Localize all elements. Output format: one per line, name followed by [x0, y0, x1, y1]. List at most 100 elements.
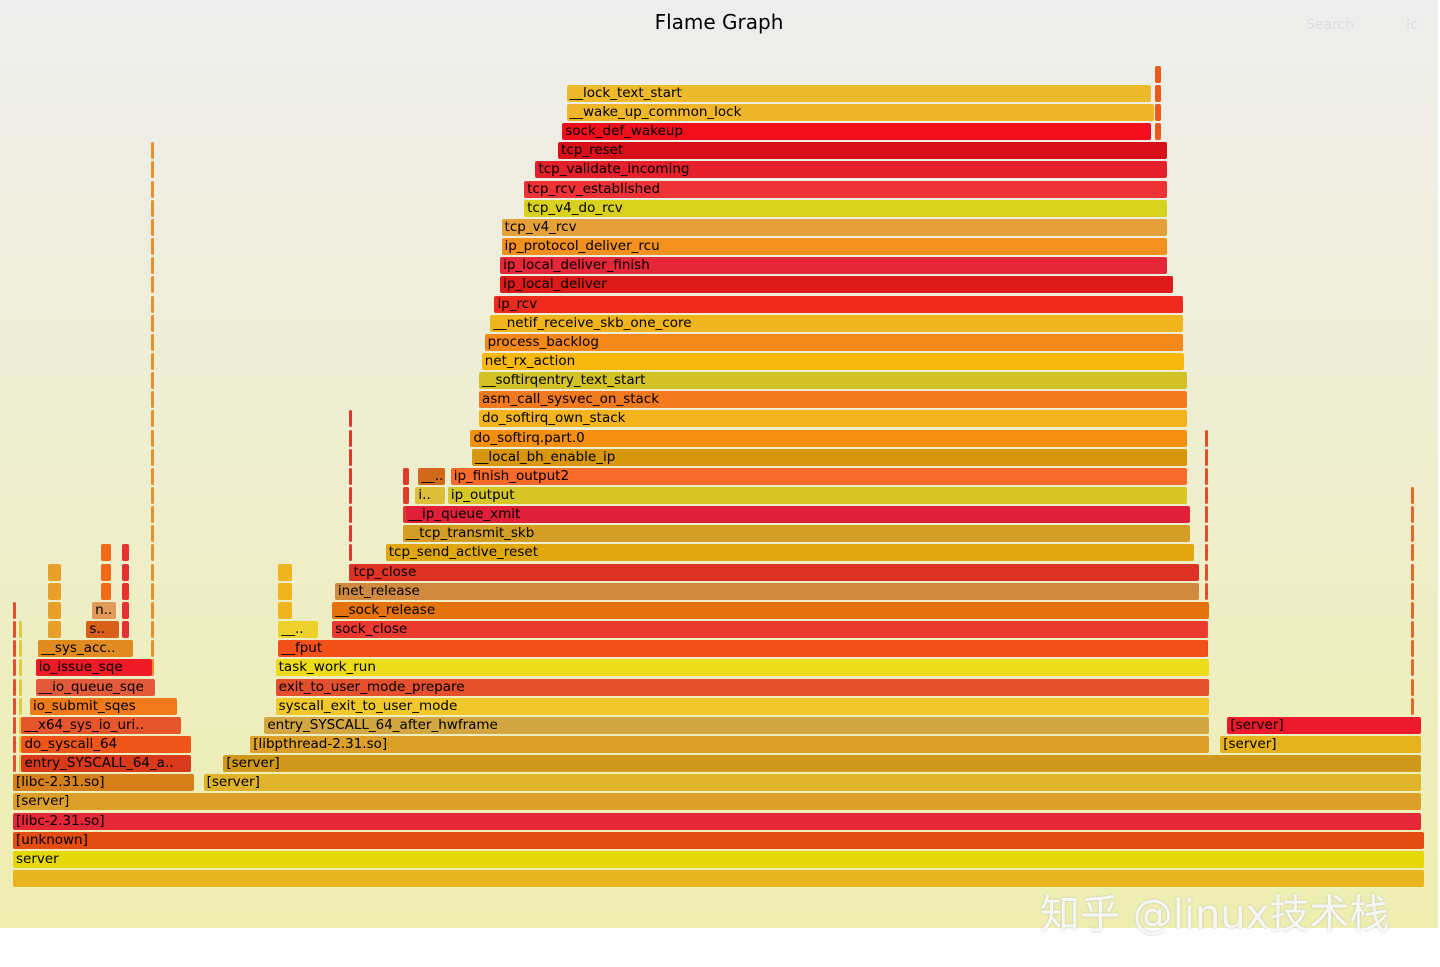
- flame-frame-small[interactable]: [151, 161, 155, 179]
- search-button[interactable]: Search: [1306, 17, 1355, 33]
- flame-frame[interactable]: [13, 870, 1424, 887]
- flame-frame-small[interactable]: [1155, 84, 1162, 102]
- flame-frame-small[interactable]: [13, 640, 16, 658]
- flame-frame-small[interactable]: [18, 640, 22, 658]
- flame-frame-small[interactable]: [13, 659, 16, 677]
- flame-frame-small[interactable]: [1410, 525, 1415, 543]
- flame-frame-small[interactable]: [18, 716, 22, 734]
- flame-frame[interactable]: syscall_exit_to_user_mode: [275, 697, 1210, 715]
- flame-frame[interactable]: __ip_queue_xmit: [405, 506, 1190, 524]
- flame-frame-small[interactable]: [1410, 563, 1415, 581]
- flame-frame-small[interactable]: [151, 391, 155, 409]
- flame-frame-small[interactable]: [151, 448, 155, 466]
- flame-frame-small[interactable]: [121, 621, 130, 639]
- flame-frame-small[interactable]: [151, 525, 155, 543]
- flame-frame-small[interactable]: [151, 544, 155, 562]
- flame-frame-small[interactable]: [349, 544, 353, 562]
- flame-frame[interactable]: sock_close: [332, 621, 1207, 639]
- flame-frame-small[interactable]: [48, 601, 62, 619]
- flame-frame-small[interactable]: [402, 467, 409, 485]
- flame-frame-small[interactable]: [151, 238, 155, 256]
- flame-frame[interactable]: __lock_text_start: [566, 84, 1152, 102]
- flame-frame[interactable]: exit_to_user_mode_prepare: [275, 678, 1210, 696]
- flame-frame-small[interactable]: [1155, 104, 1162, 121]
- flame-frame[interactable]: __netif_receive_skb_one_core: [490, 314, 1183, 332]
- flame-frame[interactable]: __x64_sys_io_uri..: [21, 716, 182, 734]
- flame-frame-small[interactable]: [121, 563, 130, 581]
- flame-frame[interactable]: do_syscall_64: [21, 735, 192, 753]
- flame-frame-small[interactable]: [18, 678, 22, 696]
- flame-frame-small[interactable]: [349, 487, 353, 504]
- flame-frame-small[interactable]: [1204, 487, 1208, 504]
- flame-frame[interactable]: io_issue_sqe: [35, 659, 152, 677]
- flame-frame-small[interactable]: [349, 525, 353, 543]
- ignore-case-button[interactable]: Ic: [1406, 17, 1418, 33]
- flame-frame-small[interactable]: [151, 257, 155, 275]
- flame-frame-small[interactable]: [151, 333, 155, 351]
- flame-frame-small[interactable]: [1410, 640, 1415, 658]
- flame-frame-small[interactable]: [121, 601, 130, 619]
- flame-frame-small[interactable]: [1204, 544, 1208, 562]
- flame-frame-small[interactable]: [1410, 601, 1415, 619]
- flame-frame-small[interactable]: [278, 601, 292, 619]
- flame-frame-small[interactable]: [151, 314, 155, 332]
- flame-frame-small[interactable]: [151, 601, 155, 619]
- flame-frame-small[interactable]: [151, 180, 155, 198]
- flame-frame[interactable]: [server]: [13, 793, 1422, 811]
- flame-frame[interactable]: tcp_v4_rcv: [501, 218, 1167, 236]
- flame-frame[interactable]: tcp_reset: [558, 142, 1167, 160]
- flame-frame-small[interactable]: [349, 410, 353, 428]
- flame-frame-small[interactable]: [13, 735, 16, 753]
- flame-frame-small[interactable]: [13, 755, 16, 773]
- flame-frame-small[interactable]: [1204, 467, 1208, 485]
- flame-frame[interactable]: entry_SYSCALL_64_a..: [21, 755, 192, 773]
- flame-frame[interactable]: ip_rcv: [494, 295, 1183, 313]
- flame-frame-small[interactable]: [151, 199, 155, 217]
- flame-frame[interactable]: ip_protocol_deliver_rcu: [501, 238, 1167, 256]
- flame-frame-small[interactable]: [151, 142, 155, 160]
- flame-frame[interactable]: asm_call_sysvec_on_stack: [478, 391, 1187, 409]
- flame-frame-small[interactable]: [13, 716, 16, 734]
- flame-frame-small[interactable]: [1204, 563, 1208, 581]
- flame-frame-small[interactable]: [349, 429, 353, 447]
- flame-frame[interactable]: net_rx_action: [481, 352, 1184, 370]
- flame-frame-small[interactable]: [278, 563, 292, 581]
- flame-frame-small[interactable]: [13, 601, 16, 619]
- flame-frame[interactable]: [server]: [223, 755, 1422, 773]
- flame-frame-small[interactable]: [13, 697, 16, 715]
- flame-frame[interactable]: do_softirq.part.0: [470, 429, 1187, 447]
- flame-frame-small[interactable]: [1410, 659, 1415, 677]
- flame-frame-small[interactable]: [1410, 678, 1415, 696]
- flame-frame-small[interactable]: [100, 544, 111, 562]
- flame-frame[interactable]: __softirqentry_text_start: [478, 372, 1187, 390]
- flame-frame[interactable]: tcp_v4_do_rcv: [524, 199, 1167, 217]
- flame-frame-small[interactable]: [18, 697, 22, 715]
- flame-frame[interactable]: [server]: [1227, 716, 1422, 734]
- flame-frame[interactable]: __io_queue_sqe: [35, 678, 155, 696]
- flame-frame[interactable]: inet_release: [334, 582, 1200, 600]
- flame-frame[interactable]: ip_finish_output2: [450, 467, 1187, 485]
- flame-frame-small[interactable]: [1410, 697, 1415, 715]
- flame-frame[interactable]: n..: [92, 601, 117, 619]
- flame-frame-small[interactable]: [151, 352, 155, 370]
- flame-frame-small[interactable]: [48, 621, 62, 639]
- flame-frame-small[interactable]: [151, 410, 155, 428]
- flame-frame[interactable]: [server]: [203, 774, 1422, 792]
- flame-frame-small[interactable]: [1204, 525, 1208, 543]
- flame-frame-small[interactable]: [100, 582, 111, 600]
- flame-frame-small[interactable]: [151, 640, 155, 658]
- flame-frame[interactable]: __sys_acc..: [38, 640, 134, 658]
- flame-frame-small[interactable]: [121, 582, 130, 600]
- flame-frame[interactable]: entry_SYSCALL_64_after_hwframe: [264, 716, 1210, 734]
- flame-frame-small[interactable]: [349, 448, 353, 466]
- flame-frame-small[interactable]: [48, 582, 62, 600]
- flame-frame-small[interactable]: [1410, 544, 1415, 562]
- flame-frame[interactable]: __sock_release: [332, 601, 1210, 619]
- flame-frame-small[interactable]: [151, 563, 155, 581]
- flame-frame[interactable]: tcp_close: [350, 563, 1200, 581]
- flame-frame[interactable]: tcp_send_active_reset: [385, 544, 1194, 562]
- flame-frame-small[interactable]: [18, 735, 22, 753]
- flame-frame[interactable]: tcp_validate_incoming: [535, 161, 1167, 179]
- flame-frame[interactable]: tcp_rcv_established: [524, 180, 1167, 198]
- flame-frame[interactable]: [unknown]: [13, 831, 1424, 849]
